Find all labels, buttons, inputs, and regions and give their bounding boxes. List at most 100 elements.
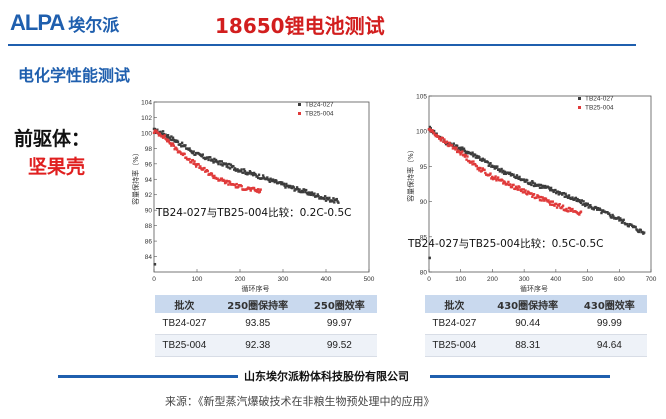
series-point (510, 185, 514, 189)
series-point (503, 170, 507, 174)
series-point (285, 182, 288, 186)
series-point (206, 156, 209, 159)
series-point (483, 158, 486, 161)
series-point (287, 186, 290, 189)
series-point (507, 180, 510, 184)
series-point (596, 206, 600, 210)
series-point (610, 216, 613, 219)
series-point (617, 216, 620, 219)
series-point (584, 204, 587, 208)
series-point (194, 163, 197, 166)
series-point (316, 193, 319, 196)
series-point (292, 186, 295, 189)
series-point (309, 193, 313, 197)
table-cell: 90.44 (483, 313, 572, 335)
table-cell: 94.64 (571, 334, 647, 357)
series-point (618, 219, 621, 222)
plot-frame (153, 101, 370, 273)
chart-annotation: TB24-027与TB25-004比较：0.2C-0.5C (155, 206, 351, 219)
series-point (542, 185, 545, 188)
footer-divider-right (430, 375, 610, 378)
series-point (304, 190, 307, 194)
series-point (242, 168, 246, 171)
series-point (199, 165, 202, 168)
series-point (180, 141, 184, 145)
y-tick-label: 80 (420, 270, 428, 277)
table-cell: 99.99 (571, 313, 647, 335)
series-point (184, 144, 187, 147)
series-point (310, 191, 314, 194)
series-point (544, 197, 548, 201)
series-point (531, 195, 534, 198)
series-point (467, 159, 471, 163)
series-point (463, 155, 467, 158)
series-point (324, 199, 328, 202)
series-point (569, 209, 572, 213)
y-tick-label: 100 (141, 130, 152, 137)
series-point (167, 140, 171, 143)
series-point (209, 173, 212, 176)
series-point (472, 160, 475, 163)
series-point (243, 170, 247, 173)
series-point (188, 147, 191, 150)
series-point (556, 190, 560, 193)
footer-divider-left (58, 375, 238, 378)
legend-marker (578, 106, 581, 109)
series-point (611, 213, 614, 217)
series-point (518, 175, 521, 179)
series-point (455, 146, 458, 149)
y-tick-label: 92 (145, 192, 153, 199)
series-point (188, 157, 191, 161)
series-point (454, 148, 457, 151)
series-point (212, 161, 215, 164)
series-point (521, 191, 525, 194)
series-point (543, 186, 546, 189)
series-point (642, 231, 646, 234)
series-point (332, 197, 335, 200)
series-point (554, 188, 557, 192)
series-point (228, 181, 232, 184)
series-point (503, 181, 507, 184)
series-point (206, 169, 209, 173)
series-point (175, 148, 179, 151)
series-point (161, 133, 164, 136)
x-tick-label: 200 (235, 276, 246, 283)
series-point (156, 131, 160, 135)
series-point (608, 214, 612, 217)
series-point (226, 163, 229, 166)
series-point (639, 228, 642, 232)
series-point (502, 169, 505, 173)
table-cell: TB25-004 (155, 334, 214, 357)
series-point (169, 142, 172, 145)
x-tick-label: 100 (192, 276, 203, 283)
series-point (517, 177, 520, 180)
chart-left: 84 86 88 90 92 94 96 98 100 102 104 0 100 200 300 400 50… (130, 96, 380, 296)
series-point (220, 177, 224, 180)
series-point (249, 171, 252, 174)
series-point (162, 135, 166, 139)
series-point (637, 230, 641, 234)
series-point (543, 184, 547, 188)
x-tick-label: 0 (427, 276, 431, 283)
precursor-label: 前驱体： (14, 128, 91, 150)
series-point (512, 173, 515, 176)
series-point (284, 186, 287, 189)
series-point (248, 187, 252, 191)
y-tick-label: 85 (420, 234, 428, 241)
company-name: 山东埃尔派粉体科技股份有限公司 (244, 370, 409, 383)
table-header-row: 批次 250圈保持率 250圈效率 (155, 295, 377, 313)
series-point (496, 165, 499, 168)
series-point (470, 153, 473, 156)
company-logo: ALPA 埃尔派 (10, 8, 119, 38)
series-point (445, 140, 449, 143)
series-point (600, 211, 603, 215)
series-point (578, 213, 581, 216)
series-point (581, 203, 584, 206)
series-point (159, 130, 162, 134)
series-point (522, 178, 525, 181)
series-point (587, 206, 590, 209)
series-point (261, 174, 265, 177)
y-tick-label: 86 (145, 239, 153, 246)
series-point (446, 142, 449, 145)
series-point (197, 163, 200, 166)
